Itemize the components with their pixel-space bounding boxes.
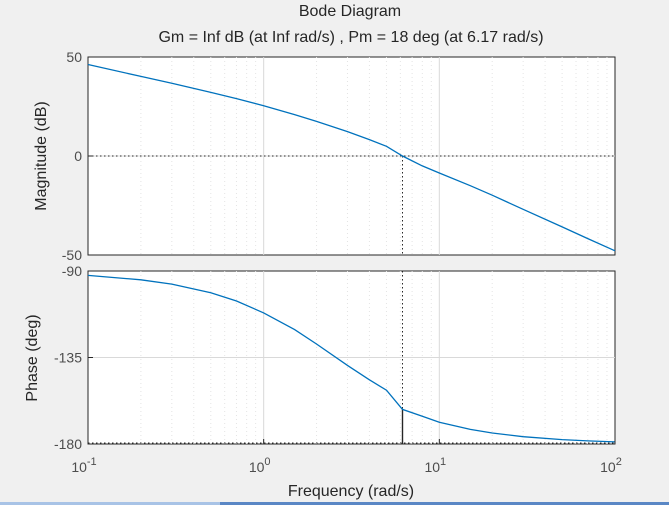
chart-title: Bode Diagram: [299, 3, 401, 20]
xtick-label: 102: [600, 456, 622, 475]
frequency-xlabel: Frequency (rad/s): [288, 483, 414, 500]
magnitude-ytick-label: 50: [66, 49, 82, 65]
frequency-x-ticks: 10-1 100 101 102: [71, 439, 622, 475]
phase-ytick-label: -90: [62, 263, 82, 279]
phase-grid: [88, 271, 615, 444]
window-bottom-strip-highlight: [0, 502, 220, 505]
magnitude-grid: [88, 57, 615, 255]
phase-ylabel: Phase (deg): [24, 314, 41, 401]
xtick-label: 10-1: [71, 456, 96, 475]
magnitude-ylabel: Magnitude (dB): [33, 101, 50, 210]
phase-ytick-label: -135: [54, 350, 82, 366]
phase-axes: -90 -135 -180 Phase (deg): [24, 263, 616, 452]
magnitude-ytick-label: 0: [74, 148, 82, 164]
magnitude-ytick-label: -50: [62, 247, 82, 263]
phase-curve: [87, 274, 616, 443]
magnitude-axes: 50 0 -50 Magnitude (dB): [33, 49, 616, 263]
xtick-label: 101: [424, 456, 446, 475]
phase-y-ticks: -90 -135 -180: [54, 263, 93, 452]
phase-ytick-label: -180: [54, 436, 82, 452]
xtick-label: 100: [249, 456, 271, 475]
magnitude-y-ticks: 50 0 -50: [62, 49, 93, 263]
chart-subtitle: Gm = Inf dB (at Inf rad/s) , Pm = 18 deg…: [158, 29, 543, 46]
magnitude-curve: [87, 63, 616, 252]
window-bottom-strip: [0, 502, 669, 505]
